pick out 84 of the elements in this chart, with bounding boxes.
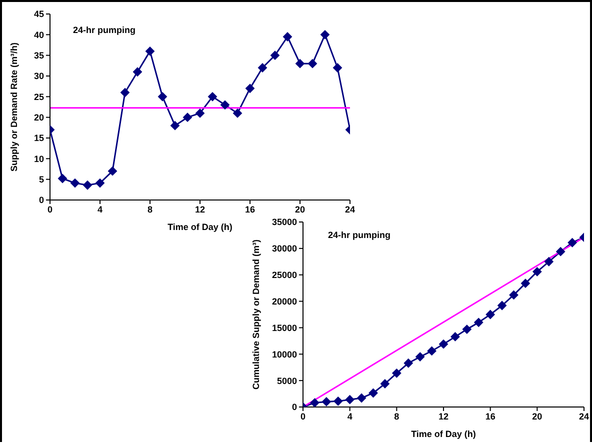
x-tick-label: 12 [438, 411, 449, 422]
point [462, 324, 472, 334]
y-tick-label: 40 [34, 30, 44, 40]
y-tick-label: 5000 [276, 376, 297, 386]
point [532, 267, 542, 276]
point [208, 92, 217, 102]
y-tick-label: 0 [292, 402, 297, 412]
point [58, 174, 67, 184]
x-tick-label: 20 [532, 411, 542, 422]
point [498, 301, 507, 310]
point [258, 63, 267, 72]
point [544, 257, 554, 266]
x-tick-label: 16 [244, 204, 256, 214]
y-tick-label: 5 [38, 174, 44, 185]
point [568, 238, 577, 248]
y-tick-label: 30000 [272, 244, 297, 254]
x-tick-label: 4 [347, 411, 352, 422]
point [380, 379, 390, 388]
point [70, 178, 80, 188]
y-axis-title: Supply or Demand Rate (m³/h) [9, 42, 20, 172]
y-tick-label: 35000 [272, 217, 297, 228]
x-tick-label: 8 [394, 411, 400, 422]
x-tick-label: 24 [344, 204, 356, 214]
y-tick-label: 10000 [272, 349, 297, 360]
y-axis-title: Cumulative Supply or Demand (m³) [251, 239, 262, 390]
x-tick-label: 16 [485, 411, 496, 422]
point [196, 108, 204, 118]
point [368, 388, 378, 398]
point [108, 166, 117, 176]
point [146, 46, 154, 56]
point [474, 318, 484, 327]
point [170, 121, 180, 130]
point [220, 100, 230, 110]
point [439, 340, 448, 349]
point [120, 88, 130, 98]
point [183, 112, 192, 122]
y-tick-label: 30 [34, 71, 44, 82]
point [133, 67, 142, 76]
point [333, 63, 342, 72]
x-axis-title: Time of Day (h) [411, 429, 476, 439]
x-tick-label: 0 [300, 411, 306, 422]
point [427, 346, 436, 356]
point [486, 310, 495, 319]
x-tick-label: 0 [47, 204, 53, 214]
point [83, 180, 92, 190]
point [233, 108, 242, 118]
y-tick-label: 20 [34, 112, 44, 123]
point [357, 394, 366, 403]
x-tick-label: 12 [194, 204, 206, 214]
point [158, 92, 167, 102]
point [270, 50, 280, 60]
point [556, 247, 566, 256]
point [96, 178, 104, 188]
x-axis-title: Time of Day (h) [168, 222, 232, 232]
y-tick-label: 0 [38, 195, 44, 206]
point [322, 397, 331, 406]
point [308, 59, 317, 68]
y-tick-label: 20000 [272, 296, 297, 306]
x-tick-label: 8 [147, 204, 153, 214]
point [509, 290, 518, 300]
y-tick-label: 45 [34, 9, 44, 20]
point [334, 396, 343, 406]
point [283, 32, 292, 42]
y-tick-label: 15 [34, 133, 44, 144]
point [246, 84, 254, 93]
x-tick-label: 20 [294, 204, 306, 214]
y-tick-label: 35 [34, 50, 44, 61]
point [320, 30, 330, 40]
point [310, 398, 320, 407]
point [416, 352, 425, 362]
y-tick-label: 15000 [272, 322, 297, 333]
point [450, 332, 460, 342]
point [296, 59, 304, 68]
point [520, 278, 530, 288]
y-tick-label: 25 [34, 92, 44, 102]
x-tick-label: 24 [578, 411, 590, 422]
x-tick-label: 4 [97, 204, 103, 214]
text: 24-hr pumping [73, 25, 136, 35]
text: 24-hr pumping [328, 230, 390, 240]
y-tick-label: 25000 [272, 270, 297, 280]
point [404, 358, 413, 368]
y-tick-label: 10 [34, 154, 44, 164]
point [345, 395, 354, 404]
point [392, 368, 402, 378]
